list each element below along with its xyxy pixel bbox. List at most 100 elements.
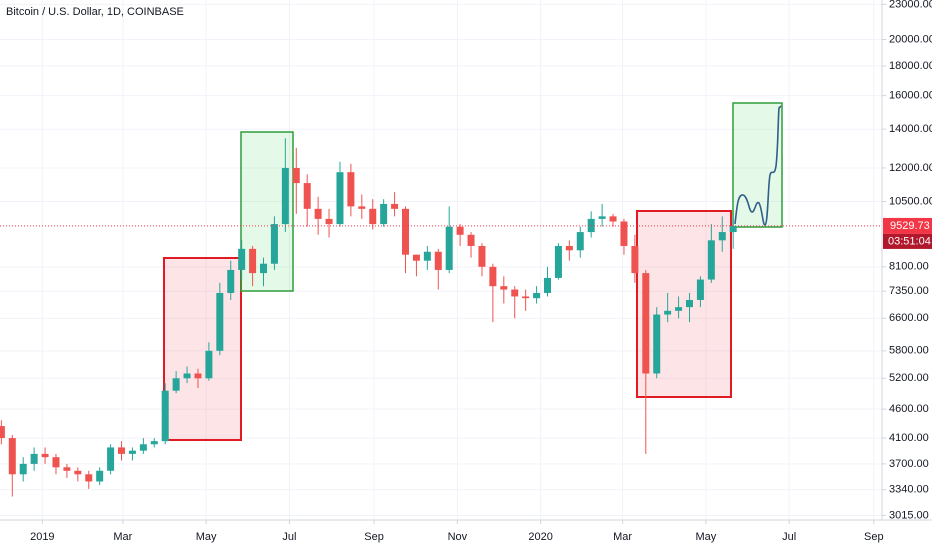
candle-body	[565, 245, 573, 251]
grid	[0, 0, 882, 520]
y-tick-label: 7350.00	[889, 285, 929, 297]
y-tick-label: 4100.00	[889, 432, 929, 444]
candle-body	[205, 350, 213, 379]
candle-body	[249, 248, 257, 274]
y-tick-label: 16000.00	[889, 90, 932, 102]
y-tick-label: 6600.00	[889, 312, 929, 324]
candle-body	[150, 441, 158, 445]
y-tick-label: 23000.00	[889, 0, 932, 10]
candle-body	[161, 390, 169, 442]
candle-body	[511, 289, 519, 297]
x-tick-label: Jul	[782, 531, 796, 543]
y-tick-label: 4600.00	[889, 403, 929, 415]
candle-body	[707, 240, 715, 280]
x-tick-label: Mar	[113, 531, 132, 543]
candle-body	[653, 314, 661, 374]
candle-body	[675, 307, 683, 311]
candle-body	[631, 245, 639, 274]
candle-body	[522, 296, 530, 299]
candle-body	[402, 208, 410, 255]
candle-body	[554, 245, 562, 278]
y-tick-label: 5800.00	[889, 345, 929, 357]
candle-body	[52, 457, 60, 468]
y-tick-label: 3340.00	[889, 484, 929, 496]
candle-body	[598, 216, 606, 219]
candle-body	[325, 218, 333, 225]
x-tick-label: 2020	[528, 531, 552, 543]
candle-body	[347, 172, 355, 207]
y-tick-label: 14000.00	[889, 123, 932, 135]
candle-body	[445, 226, 453, 270]
y-tick-label: 8100.00	[889, 261, 929, 273]
candle-body	[128, 450, 136, 454]
chart-title: Bitcoin / U.S. Dollar, 1D, COINBASE	[6, 6, 184, 18]
candle-body	[194, 373, 202, 379]
x-tick-label: May	[695, 531, 716, 543]
candle-body	[358, 206, 366, 209]
forecast-path	[734, 105, 782, 226]
candles	[0, 138, 737, 497]
candle-body	[620, 221, 628, 246]
candle-body	[0, 426, 5, 439]
red-box	[636, 210, 732, 398]
candle-body	[456, 226, 464, 235]
candle-body	[107, 447, 115, 471]
countdown-tag	[883, 233, 932, 249]
x-tick-label: Jul	[282, 531, 296, 543]
green-box	[732, 102, 783, 228]
y-tick-label: 10500.00	[889, 195, 932, 207]
candle-body	[216, 292, 224, 351]
candle-body	[609, 216, 617, 222]
countdown-label: 03:51:04	[888, 235, 931, 247]
candle-body	[729, 225, 737, 233]
candle-body	[412, 254, 420, 261]
candle-body	[718, 232, 726, 241]
y-tick-label: 12000.00	[889, 162, 932, 174]
candle-body	[260, 263, 268, 274]
x-tick-label: Sep	[864, 531, 884, 543]
candle-body	[292, 167, 300, 184]
candle-body	[314, 208, 322, 219]
candle-body	[172, 378, 180, 391]
x-tick-label: May	[196, 531, 217, 543]
candle-body	[63, 467, 71, 471]
candle-body	[238, 248, 246, 270]
candle-body	[118, 447, 126, 454]
candle-body	[336, 172, 344, 225]
y-tick-label: 5200.00	[889, 372, 929, 384]
candle-body	[96, 470, 104, 482]
candle-body	[270, 224, 278, 264]
x-tick-label: Nov	[448, 531, 468, 543]
y-tick-label: 18000.00	[889, 60, 932, 72]
candle-body	[85, 474, 93, 482]
x-tick-label: 2019	[30, 531, 54, 543]
candle-body	[423, 251, 431, 261]
candle-body	[183, 373, 191, 379]
candle-body	[576, 232, 584, 251]
candle-body	[139, 444, 147, 451]
candle-body	[391, 203, 399, 209]
candle-body	[664, 310, 672, 315]
candle-body	[489, 266, 497, 287]
y-tick-label: 20000.00	[889, 33, 932, 45]
y-tick-label: 3015.00	[889, 509, 929, 521]
candle-body	[434, 251, 442, 270]
candle-body	[543, 277, 551, 293]
x-tick-label: Sep	[364, 531, 384, 543]
candle-body	[369, 208, 377, 225]
candle-body	[19, 463, 27, 475]
candle-body	[685, 299, 693, 308]
candle-body	[478, 245, 486, 267]
candle-body	[533, 292, 541, 299]
last-price-label: 9529.73	[890, 220, 930, 232]
y-tick-label: 3700.00	[889, 458, 929, 470]
candle-body	[380, 203, 388, 225]
candle-body	[41, 453, 49, 458]
candle-body	[696, 279, 704, 300]
candle-body	[467, 234, 475, 246]
x-tick-label: Mar	[613, 531, 632, 543]
candle-body	[30, 453, 38, 464]
